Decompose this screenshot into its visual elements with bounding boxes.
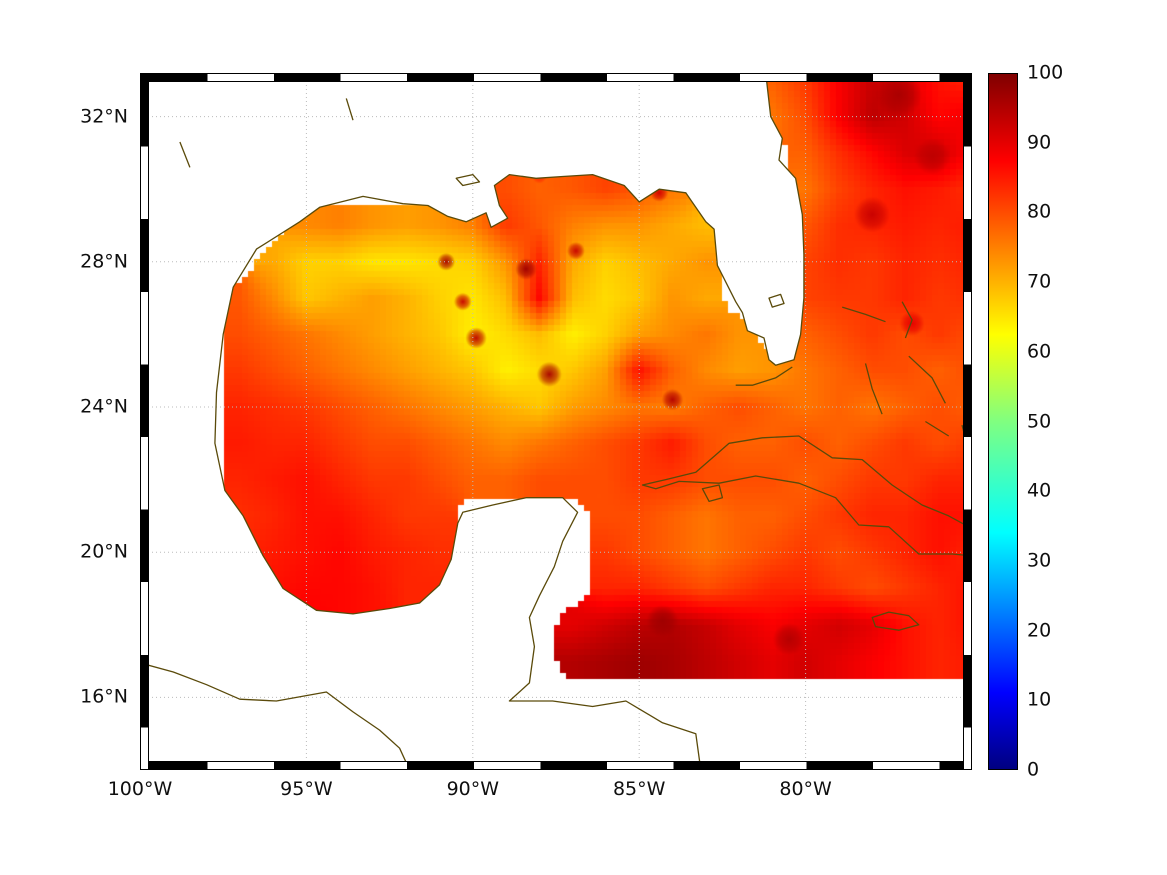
colorbar-gradient [988, 73, 1018, 770]
colorbar-tick-label: 80 [1027, 200, 1052, 223]
x-tick-label: 80°W [779, 778, 832, 800]
coastline-north-america-mainland [140, 73, 805, 770]
y-tick-label: 28°N [80, 250, 128, 273]
x-tick-label: 95°W [280, 778, 333, 800]
colorbar-tick-label: 50 [1027, 410, 1052, 432]
map-plot-area [140, 73, 972, 770]
coastline-cuba [641, 435, 972, 557]
map-border-top [140, 73, 972, 82]
colorbar-tick-label: 20 [1027, 619, 1052, 642]
map-border-left [140, 73, 149, 770]
coastline-lake-pontchartrain [455, 173, 481, 187]
x-tick-label: 100°W [107, 778, 173, 800]
coastline-river-2 [345, 98, 354, 121]
coastline-bahamas-eleuthera [908, 355, 946, 404]
y-tick-label: 20°N [80, 540, 128, 563]
coastline-bahamas-andros [864, 363, 883, 415]
land-polygon-north-america-mainland [140, 73, 804, 770]
y-tick-label: 16°N [80, 685, 128, 708]
coastline-bahamas-grand-bahama [842, 306, 886, 323]
coastline-jamaica [871, 611, 920, 631]
coastline-bahamas-exuma [925, 420, 950, 437]
colorbar-tick-label: 30 [1027, 549, 1052, 572]
colorbar-tick-label: 40 [1027, 479, 1052, 502]
map-border-bottom [140, 761, 972, 770]
y-tick-label: 32°N [80, 105, 128, 128]
coastline-river-1 [179, 141, 191, 168]
coastline-isle-of-youth [701, 484, 724, 503]
coastline-florida-keys [735, 366, 793, 386]
coastline-pacific-coast [140, 662, 411, 770]
colorbar-tick-label: 60 [1027, 340, 1052, 363]
map-border-right [963, 73, 972, 770]
x-tick-label: 90°W [446, 778, 500, 800]
coastline-bahamas-abaco [901, 301, 913, 339]
colorbar-tick-label: 90 [1027, 131, 1052, 154]
y-tick-label: 24°N [80, 395, 128, 418]
x-tick-label: 85°W [612, 778, 666, 800]
coastline-overlay [140, 73, 972, 770]
colorbar-tick-label: 10 [1027, 688, 1052, 711]
colorbar-tick-label: 0 [1027, 758, 1040, 781]
colorbar-tick-label: 70 [1027, 270, 1052, 293]
colorbar-tick-label: 100 [1027, 61, 1064, 84]
coastline-lake-okeechobee [768, 293, 785, 308]
